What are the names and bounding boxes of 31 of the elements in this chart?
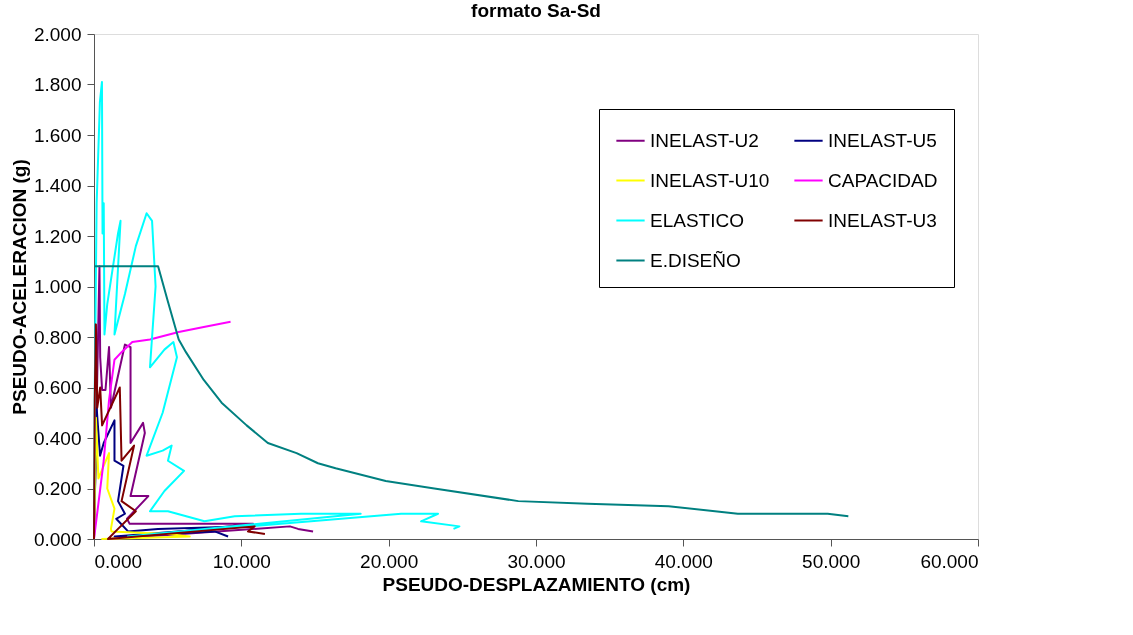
x-axis-title: PSEUDO-DESPLAZAMIENTO (cm) bbox=[382, 573, 691, 595]
x-tick-label: 40.000 bbox=[654, 550, 713, 572]
x-tick-label: 50.000 bbox=[802, 550, 861, 572]
line-series bbox=[93, 323, 266, 540]
y-tick-label: 0.200 bbox=[33, 478, 82, 499]
y-axis-title: PSEUDO-ACELERACION (g) bbox=[8, 159, 30, 415]
y-tick-label: 0.400 bbox=[33, 427, 82, 449]
y-tick-label: 1.600 bbox=[33, 124, 82, 146]
x-tick-label: 30.000 bbox=[507, 550, 566, 572]
y-tick-label: 0.600 bbox=[33, 377, 82, 398]
y-tick-label: 0.000 bbox=[33, 528, 82, 550]
y-tick-label: 0.800 bbox=[33, 326, 82, 348]
legend-label: CAPACIDAD bbox=[828, 169, 938, 191]
legend-label: INELAST-U3 bbox=[828, 209, 937, 231]
legend-label: E.DISEÑO bbox=[650, 249, 741, 271]
x-tick-label: 20.000 bbox=[360, 550, 419, 572]
legend-label: ELASTICO bbox=[650, 209, 744, 231]
chart-title: formato Sa-Sd bbox=[471, 0, 601, 21]
line-series bbox=[93, 416, 191, 540]
y-tick-label: 1.000 bbox=[33, 276, 82, 297]
y-tick-label: 1.200 bbox=[33, 225, 82, 247]
legend-label: INELAST-U5 bbox=[828, 129, 937, 151]
x-tick-label: 0.000 bbox=[94, 550, 143, 572]
x-tick-label: 10.000 bbox=[212, 550, 271, 572]
y-tick-label: 1.400 bbox=[33, 175, 82, 196]
y-tick-label: 1.800 bbox=[33, 74, 82, 95]
legend-label: INELAST-U10 bbox=[650, 169, 770, 191]
legend-label: INELAST-U2 bbox=[650, 129, 759, 151]
y-tick-label: 2.000 bbox=[33, 23, 82, 45]
x-tick-label: 60.000 bbox=[920, 550, 979, 572]
line-series bbox=[93, 265, 850, 518]
